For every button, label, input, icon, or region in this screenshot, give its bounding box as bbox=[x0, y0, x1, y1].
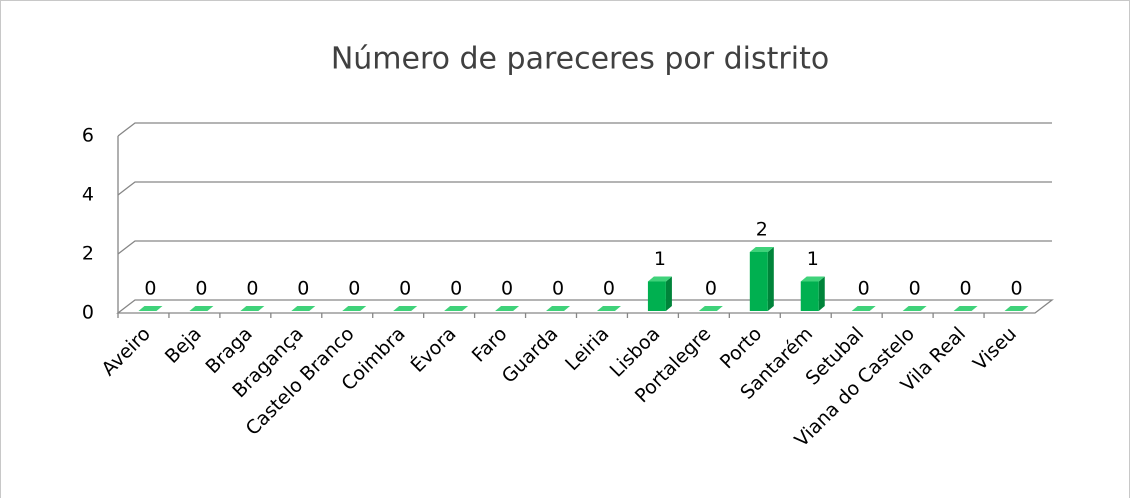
bar-top bbox=[953, 306, 978, 311]
value-label: 0 bbox=[297, 278, 309, 300]
bar-top bbox=[1004, 306, 1029, 311]
bar-top bbox=[444, 306, 469, 311]
value-label: 0 bbox=[348, 278, 360, 300]
y-tick-label: 0 bbox=[82, 302, 94, 324]
bar bbox=[546, 306, 571, 311]
bar bbox=[291, 306, 316, 311]
value-label: 0 bbox=[399, 278, 411, 300]
bar-side bbox=[767, 247, 774, 311]
bar-top bbox=[342, 306, 367, 311]
bar bbox=[851, 306, 876, 311]
bar bbox=[342, 306, 367, 311]
y-tick-label: 4 bbox=[82, 184, 94, 206]
bar-side bbox=[665, 276, 672, 311]
bar bbox=[393, 306, 418, 311]
value-label: 0 bbox=[1010, 278, 1022, 300]
value-label: 1 bbox=[654, 248, 666, 270]
value-label: 0 bbox=[552, 278, 564, 300]
value-label: 0 bbox=[603, 278, 615, 300]
bar-top bbox=[902, 306, 927, 311]
bar-top bbox=[138, 306, 163, 311]
bar-front bbox=[647, 281, 666, 311]
bar-top bbox=[189, 306, 214, 311]
bar-top bbox=[393, 306, 418, 311]
grid-line bbox=[117, 240, 1052, 255]
value-label: 0 bbox=[195, 278, 207, 300]
y-tick-label: 2 bbox=[82, 243, 94, 265]
y-tick-label: 6 bbox=[82, 125, 94, 147]
value-label: 0 bbox=[246, 278, 258, 300]
bar-top bbox=[647, 276, 672, 282]
bar-top bbox=[800, 276, 825, 282]
bar-front bbox=[800, 281, 819, 311]
bar bbox=[495, 306, 520, 311]
value-label: 0 bbox=[960, 278, 972, 300]
bar bbox=[953, 306, 978, 311]
value-label: 0 bbox=[144, 278, 156, 300]
bar-top bbox=[495, 306, 520, 311]
bar-top bbox=[851, 306, 876, 311]
bar-top bbox=[546, 306, 571, 311]
bar bbox=[138, 306, 163, 311]
value-label: 0 bbox=[858, 278, 870, 300]
grid-line bbox=[117, 181, 1052, 196]
chart-title: Número de pareceres por distrito bbox=[331, 42, 829, 77]
bar-top bbox=[240, 306, 265, 311]
bar bbox=[596, 306, 621, 311]
value-label: 0 bbox=[705, 278, 717, 300]
bar bbox=[647, 276, 672, 311]
value-label: 0 bbox=[450, 278, 462, 300]
value-label: 2 bbox=[756, 219, 768, 241]
bar bbox=[444, 306, 469, 311]
bar bbox=[1004, 306, 1029, 311]
value-label: 1 bbox=[807, 248, 819, 270]
bar bbox=[800, 276, 825, 311]
bar-top bbox=[749, 247, 774, 252]
bar-front bbox=[749, 252, 768, 311]
bar bbox=[749, 247, 774, 311]
bar-top bbox=[596, 306, 621, 311]
bar bbox=[240, 306, 265, 311]
bar bbox=[902, 306, 927, 311]
value-label: 0 bbox=[501, 278, 513, 300]
bar-side bbox=[818, 276, 825, 311]
bar bbox=[698, 306, 723, 311]
bar bbox=[189, 306, 214, 311]
bar-top bbox=[291, 306, 316, 311]
grid-line bbox=[117, 122, 1052, 137]
value-label: 0 bbox=[909, 278, 921, 300]
bar-top bbox=[698, 306, 723, 311]
